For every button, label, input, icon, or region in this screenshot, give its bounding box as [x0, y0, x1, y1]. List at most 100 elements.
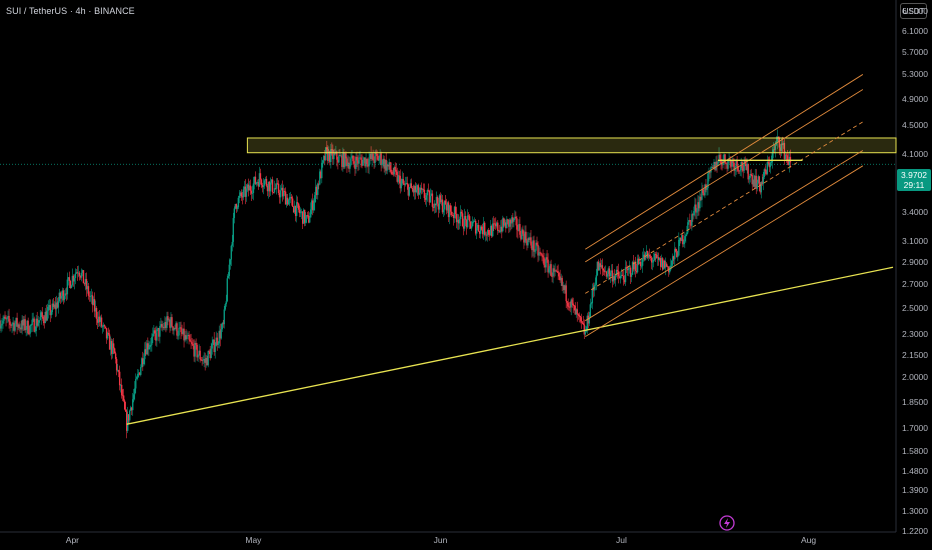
candle-body [428, 190, 431, 203]
candle-body [202, 359, 204, 361]
candle-body [517, 229, 519, 231]
candle-body [186, 335, 188, 340]
candle-body [304, 209, 306, 223]
candle-body [673, 256, 675, 260]
candle-body [685, 234, 687, 237]
candle-body [649, 256, 652, 258]
candle-body [209, 351, 211, 359]
candle-body [48, 305, 50, 307]
price-tick: 2.0000 [902, 372, 928, 383]
candle-body [221, 323, 223, 330]
price-tick: 2.3000 [902, 328, 928, 339]
candle-body [476, 224, 479, 229]
candle-body [18, 324, 20, 329]
currency-button[interactable]: USDT [900, 3, 927, 19]
price-tick: 4.9000 [902, 93, 928, 104]
candle-body [511, 217, 513, 224]
candle-body [292, 206, 295, 213]
candle-body [739, 170, 741, 172]
candle-body [375, 153, 377, 154]
candle-body [80, 272, 83, 278]
candle-body [683, 241, 685, 245]
candle-body [742, 168, 744, 171]
candle-body [92, 299, 95, 305]
candle-body [503, 218, 505, 226]
candle-body [608, 268, 611, 277]
price-tick: 2.1500 [902, 349, 928, 360]
candle-body [560, 277, 562, 281]
candle-body [306, 215, 308, 217]
candle-body [371, 153, 373, 160]
candle-body [337, 159, 339, 163]
candle-body [584, 331, 586, 335]
candle-body [251, 192, 254, 194]
symbol-title: SUI / TetherUS · 4h · BINANCE [6, 6, 135, 16]
candle-body [534, 250, 536, 252]
candle-body [714, 162, 716, 170]
candle-body [467, 215, 470, 217]
candle-body [547, 259, 549, 273]
candle-body [20, 327, 22, 330]
candle-body [393, 167, 395, 175]
candle-body [641, 258, 644, 266]
candle-body [294, 205, 297, 216]
candle-body [464, 216, 467, 220]
candle-body [485, 234, 487, 236]
candle-body [768, 162, 771, 168]
candle-body [484, 222, 486, 235]
candle-body [367, 164, 369, 167]
candle-body [192, 343, 194, 346]
candle-body [715, 161, 717, 170]
candle-body [89, 296, 92, 297]
candle-body [730, 161, 732, 167]
candle-body [260, 179, 263, 185]
candle-body [345, 153, 347, 159]
candle-body [522, 229, 524, 234]
candle-body [738, 170, 740, 172]
candle-body [359, 157, 361, 159]
candle-body [514, 216, 516, 219]
candle-body [323, 155, 325, 161]
candle-body [558, 272, 560, 277]
candle-body [284, 191, 287, 205]
candle-body [645, 250, 648, 253]
candle-body [21, 319, 23, 330]
candle-body [90, 295, 93, 297]
candle-body [73, 278, 76, 282]
lightning-icon[interactable] [719, 515, 735, 531]
candle-body [119, 384, 122, 386]
candle-body [270, 179, 273, 183]
candle-body [45, 311, 47, 321]
candle-body [230, 245, 232, 260]
candle-body [631, 262, 634, 275]
candle-body [280, 187, 283, 191]
candle-body [632, 262, 635, 270]
candle-body [523, 233, 525, 243]
candle-body [536, 242, 538, 245]
price-tick: 6.5000 [902, 6, 928, 16]
candle-body [326, 147, 328, 150]
candle-body [166, 316, 168, 328]
candle-body [769, 162, 772, 168]
candle-body [262, 185, 265, 188]
candle-body [696, 211, 698, 213]
candle-body [106, 332, 109, 339]
price-tick: 1.7000 [902, 422, 928, 433]
candle-body [628, 267, 631, 269]
candle-body [252, 183, 255, 193]
candle-body [661, 258, 663, 267]
candle-body [443, 200, 446, 210]
candle-body [508, 219, 510, 227]
candle-body [35, 318, 37, 332]
candle-body [415, 189, 418, 193]
candle-body [136, 377, 138, 379]
candle-body [150, 344, 152, 346]
candle-body [121, 395, 124, 397]
candle-body [195, 342, 197, 345]
candle-body [693, 210, 695, 216]
candle-body [577, 313, 579, 315]
candle-body [407, 184, 409, 196]
candle-body [1, 323, 3, 326]
